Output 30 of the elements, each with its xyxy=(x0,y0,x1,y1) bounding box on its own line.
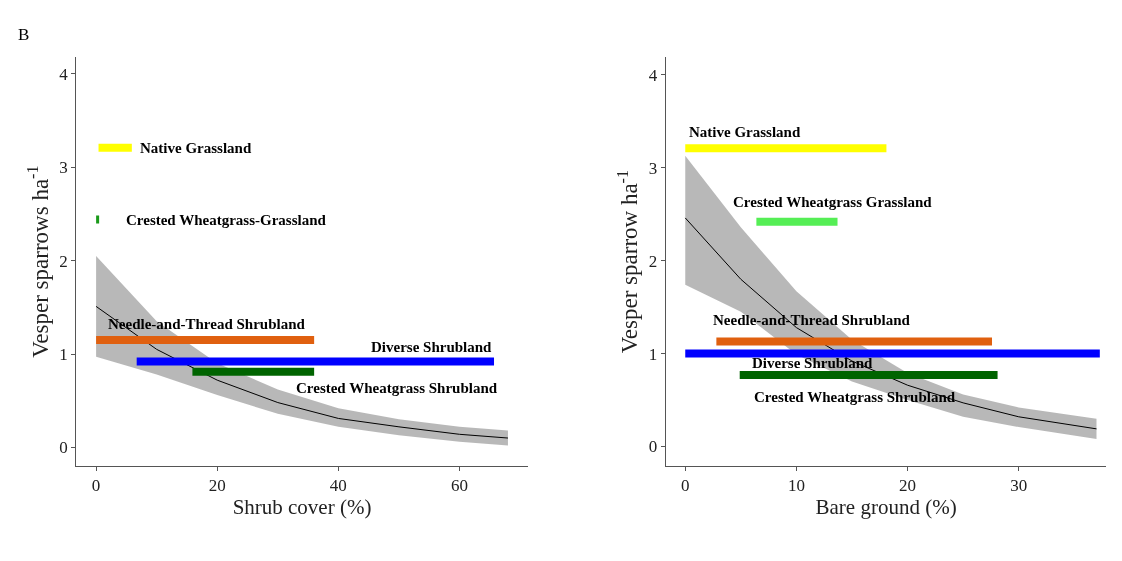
series-label: Crested Wheatgrass Shrubland xyxy=(754,389,956,405)
y-tick-label: 0 xyxy=(59,438,68,458)
y-tick-label: 3 xyxy=(59,158,68,178)
x-tick-label: 60 xyxy=(451,476,468,496)
y-tick-label: 3 xyxy=(648,158,658,178)
y-tick-label: 2 xyxy=(59,251,68,271)
x-axis-title: Bare ground (%) xyxy=(815,495,957,520)
series-label: Crested Wheatgrass Grassland xyxy=(733,194,933,210)
y-tick-label: 4 xyxy=(59,64,69,84)
text: B xyxy=(18,25,30,44)
series-label: Crested Wheatgrass Shrubland xyxy=(296,380,498,396)
y-tick-label: 1 xyxy=(59,344,68,364)
x-tick-label: 30 xyxy=(1010,476,1028,496)
y-tick-label: 4 xyxy=(648,65,658,85)
line-series xyxy=(95,305,509,439)
y-tick-label: 1 xyxy=(648,344,658,364)
y-tick-label: 0 xyxy=(648,437,658,457)
series-label: Native Grassland xyxy=(689,124,801,140)
series-label: Native Grassland xyxy=(140,140,252,156)
series-label: Diverse Shrubland xyxy=(371,339,493,355)
x-tick-label: 40 xyxy=(329,476,347,496)
x-tick-label: 20 xyxy=(208,476,226,496)
line-series xyxy=(684,217,1097,430)
x-tick-label: 0 xyxy=(681,476,690,496)
y-tick-label: 2 xyxy=(648,251,658,271)
series-label: Crested Wheatgrass-Grassland xyxy=(126,212,327,228)
x-axis-title: Shrub cover (%) xyxy=(232,495,372,520)
x-tick-label: 10 xyxy=(787,476,805,496)
x-tick-label: 20 xyxy=(899,476,917,496)
x-tick-label: 0 xyxy=(91,476,101,496)
